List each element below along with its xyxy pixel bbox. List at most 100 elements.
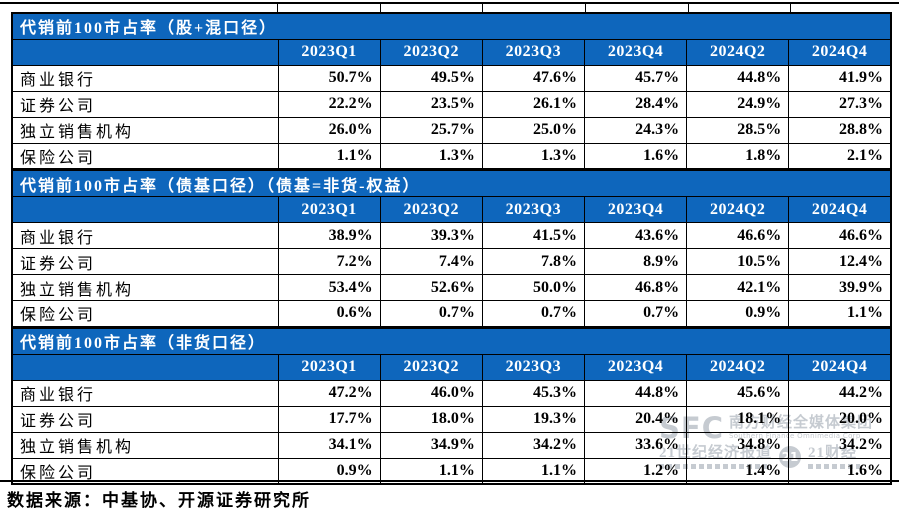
column-header: 2023Q4: [583, 196, 688, 223]
cell-value: 28.8%: [788, 116, 892, 144]
cell-value: 39.9%: [788, 274, 892, 301]
cell-value: 24.9%: [686, 90, 790, 118]
column-header: 2023Q3: [481, 353, 585, 381]
cell-value: 0.9%: [686, 300, 790, 327]
cell-value: 20.0%: [788, 405, 892, 433]
table-title: 代销前100市占率（债基口径）（债基=非货-权益）: [11, 170, 892, 197]
table-header-row: 2023Q1 2023Q2 2023Q3 2023Q4 2024Q2 2024Q…: [11, 38, 892, 66]
cell-value: 34.2%: [481, 431, 585, 459]
market-share-table-nonmoney: 代销前100市占率（非货口径） 2023Q1 2023Q2 2023Q3 202…: [11, 327, 892, 485]
table-header-row: 2023Q1 2023Q2 2023Q3 2023Q4 2024Q2 2024Q…: [11, 353, 892, 381]
column-tick: [688, 4, 689, 12]
cell-value: 19.3%: [481, 405, 585, 433]
column-tick: [482, 4, 483, 12]
row-label: 独立销售机构: [11, 116, 279, 144]
cell-value: 42.1%: [686, 274, 790, 301]
table-row: 证券公司 17.7% 18.0% 19.3% 20.4% 18.1% 20.0%: [11, 405, 892, 433]
table-title: 代销前100市占率（非货口径）: [11, 327, 892, 355]
column-header: 2024Q2: [686, 353, 790, 381]
column-header: 2023Q1: [277, 196, 381, 223]
table-row: 独立销售机构 26.0% 25.7% 25.0% 24.3% 28.5% 28.…: [11, 116, 892, 144]
column-header: 2024Q4: [788, 196, 892, 223]
cell-value: 41.5%: [481, 222, 585, 249]
cell-value: 33.6%: [583, 431, 688, 459]
cell-value: 34.2%: [788, 431, 892, 459]
column-header: 2023Q4: [583, 38, 688, 66]
cell-value: 28.4%: [583, 90, 688, 118]
cell-value: 46.0%: [379, 379, 483, 407]
cell-value: 27.3%: [788, 90, 892, 118]
table-row: 证券公司 7.2% 7.4% 7.8% 8.9% 10.5% 12.4%: [11, 248, 892, 275]
cell-value: 23.5%: [379, 90, 483, 118]
header-empty-cell: [11, 353, 279, 381]
cell-value: 20.4%: [583, 405, 688, 433]
cell-value: 46.6%: [686, 222, 790, 249]
cell-value: 0.6%: [277, 300, 381, 327]
column-header: 2023Q3: [481, 38, 585, 66]
table-row: 商业银行 47.2% 46.0% 45.3% 44.8% 45.6% 44.2%: [11, 379, 892, 407]
cell-value: 25.7%: [379, 116, 483, 144]
cell-value: 1.3%: [481, 142, 585, 170]
cell-value: 34.9%: [379, 431, 483, 459]
table-title-row: 代销前100市占率（债基口径）（债基=非货-权益）: [11, 170, 892, 197]
column-tick: [585, 4, 586, 12]
cell-value: 52.6%: [379, 274, 483, 301]
cell-value: 22.2%: [277, 90, 381, 118]
cell-value: 1.8%: [686, 142, 790, 170]
row-label: 商业银行: [11, 379, 279, 407]
cell-value: 1.6%: [583, 142, 688, 170]
cell-value: 50.0%: [481, 274, 585, 301]
cell-value: 44.2%: [788, 379, 892, 407]
cell-value: 1.1%: [277, 142, 381, 170]
bottom-divider-line: [0, 480, 899, 482]
cell-value: 0.7%: [583, 300, 688, 327]
column-header: 2023Q1: [277, 353, 381, 381]
row-label: 商业银行: [11, 222, 279, 249]
cell-value: 46.6%: [788, 222, 892, 249]
table-title-row: 代销前100市占率（非货口径）: [11, 327, 892, 355]
cell-value: 1.3%: [379, 142, 483, 170]
cell-value: 39.3%: [379, 222, 483, 249]
table-header-row: 2023Q1 2023Q2 2023Q3 2023Q4 2024Q2 2024Q…: [11, 196, 892, 223]
row-label: 证券公司: [11, 90, 279, 118]
top-divider-line: [0, 2, 899, 4]
cell-value: 7.4%: [379, 248, 483, 275]
column-header: 2023Q2: [379, 196, 483, 223]
cell-value: 8.9%: [583, 248, 688, 275]
header-empty-cell: [11, 38, 279, 66]
column-header: 2024Q2: [686, 38, 790, 66]
column-header: 2023Q2: [379, 38, 483, 66]
cell-value: 0.7%: [379, 300, 483, 327]
cell-value: 25.0%: [481, 116, 585, 144]
source-note: 数据来源：中基协、开源证券研究所: [7, 491, 311, 510]
table-row: 独立销售机构 34.1% 34.9% 34.2% 33.6% 34.8% 34.…: [11, 431, 892, 459]
column-header: 2023Q3: [481, 196, 585, 223]
column-header: 2024Q4: [788, 353, 892, 381]
cell-value: 34.1%: [277, 431, 381, 459]
cell-value: 7.8%: [481, 248, 585, 275]
cell-value: 45.3%: [481, 379, 585, 407]
cell-value: 47.2%: [277, 379, 381, 407]
cell-value: 0.7%: [481, 300, 585, 327]
row-label: 证券公司: [11, 405, 279, 433]
table-row: 保险公司 1.1% 1.3% 1.3% 1.6% 1.8% 2.1%: [11, 142, 892, 170]
market-share-table-bond: 代销前100市占率（债基口径）（债基=非货-权益） 2023Q1 2023Q2 …: [11, 170, 892, 328]
cell-value: 24.3%: [583, 116, 688, 144]
row-label: 保险公司: [11, 142, 279, 170]
column-header: 2024Q4: [788, 38, 892, 66]
row-label: 保险公司: [11, 300, 279, 327]
column-tick: [790, 4, 791, 12]
cell-value: 38.9%: [277, 222, 381, 249]
cell-value: 47.6%: [481, 64, 585, 92]
cell-value: 7.2%: [277, 248, 381, 275]
table-row: 保险公司 0.6% 0.7% 0.7% 0.7% 0.9% 1.1%: [11, 300, 892, 327]
column-header: 2023Q1: [277, 38, 381, 66]
header-empty-cell: [11, 196, 279, 223]
cell-value: 45.7%: [583, 64, 688, 92]
row-label: 独立销售机构: [11, 274, 279, 301]
row-label: 商业银行: [11, 64, 279, 92]
table-title-row: 代销前100市占率（股+混口径）: [11, 12, 892, 40]
cell-value: 17.7%: [277, 405, 381, 433]
table-row: 独立销售机构 53.4% 52.6% 50.0% 46.8% 42.1% 39.…: [11, 274, 892, 301]
